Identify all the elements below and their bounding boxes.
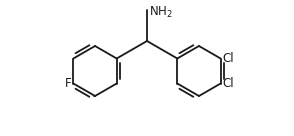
Text: Cl: Cl [223,77,234,90]
Text: F: F [65,77,71,90]
Text: Cl: Cl [223,52,234,65]
Text: NH$_2$: NH$_2$ [149,5,173,20]
